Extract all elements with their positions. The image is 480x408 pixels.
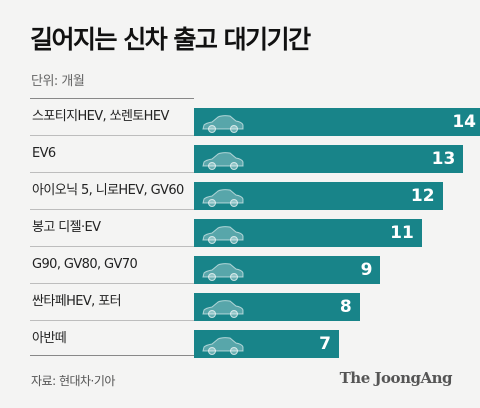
top-divider (30, 98, 194, 99)
bar-row: 스포티지HEV, 쏘렌토HEV 14 (30, 99, 480, 136)
bar: 7 (194, 330, 339, 358)
category-label: G90, GV80, GV70 (32, 257, 138, 272)
source-note: 자료: 현대차·기아 (31, 374, 115, 388)
car-icon (202, 152, 244, 170)
bottom-divider (30, 355, 194, 356)
bar: 11 (194, 219, 422, 247)
bar-value-label: 14 (452, 112, 476, 132)
bar-row: 싼타페HEV, 포터 8 (30, 284, 460, 321)
bar: 14 (194, 108, 480, 136)
bar-row: 아반떼 7 (30, 321, 460, 358)
car-icon (202, 337, 244, 355)
row-divider (30, 135, 194, 136)
category-label: 봉고 디젤·EV (32, 220, 101, 235)
bar-value-label: 11 (390, 223, 414, 243)
row-divider (30, 320, 194, 321)
row-divider (30, 209, 194, 210)
bar-chart: 스포티지HEV, 쏘렌토HEV 14 EV6 13 아이오닉 5, 니로HEV, GV6… (30, 99, 480, 358)
car-icon (202, 115, 244, 133)
car-icon (202, 226, 244, 244)
publisher-logo: The JoongAng (339, 369, 453, 387)
category-label: 싼타페HEV, 포터 (32, 294, 122, 309)
car-icon (202, 189, 244, 207)
car-icon (202, 263, 244, 281)
category-label: 아이오닉 5, 니로HEV, GV60 (32, 183, 184, 198)
bar-row: 아이오닉 5, 니로HEV, GV60 12 (30, 173, 460, 210)
bar: 9 (194, 256, 381, 284)
bar: 13 (194, 145, 464, 173)
category-label: EV6 (32, 146, 56, 161)
bar-row: 봉고 디젤·EV 11 (30, 210, 460, 247)
bar-row: EV6 13 (30, 136, 464, 173)
bar-row: G90, GV80, GV70 9 (30, 247, 460, 284)
unit-label: 단위: 개월 (31, 74, 85, 89)
row-divider (30, 246, 194, 247)
row-divider (30, 283, 194, 284)
car-icon (202, 300, 244, 318)
bar-value-label: 7 (319, 334, 331, 354)
category-label: 아반떼 (32, 331, 67, 346)
bar: 8 (194, 293, 360, 321)
bar-value-label: 12 (410, 186, 435, 206)
bar-value-label: 13 (431, 149, 456, 169)
bar: 12 (194, 182, 443, 210)
category-label: 스포티지HEV, 쏘렌토HEV (32, 109, 169, 124)
chart-title: 길어지는 신차 출고 대기기간 (30, 25, 311, 54)
bar-value-label: 8 (339, 297, 352, 317)
bar-value-label: 9 (360, 260, 373, 280)
row-divider (30, 172, 194, 173)
